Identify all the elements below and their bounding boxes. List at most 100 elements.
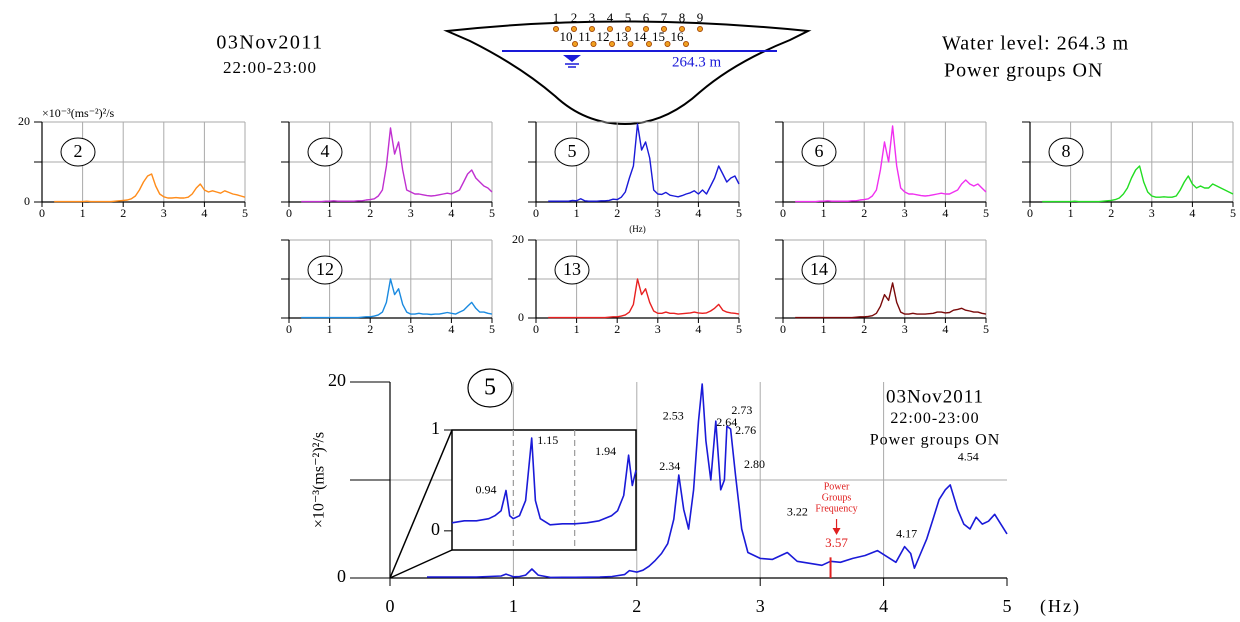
peak-label: 2.76 bbox=[735, 423, 756, 437]
panel-label: 4 bbox=[321, 141, 330, 161]
spectrum-line bbox=[1042, 165, 1234, 203]
sensor-dot bbox=[625, 25, 632, 32]
panel-label-circle bbox=[307, 255, 343, 285]
zoom-line bbox=[389, 549, 453, 579]
x-tick-label: 2 bbox=[367, 206, 373, 220]
zoom-line bbox=[389, 429, 453, 579]
spectrum-line bbox=[427, 383, 1008, 579]
peak-label: 2.64 bbox=[716, 415, 737, 429]
sensor-dot bbox=[607, 25, 614, 32]
marker-text: Frequency bbox=[815, 503, 857, 514]
chart-info: Power groups ON bbox=[870, 432, 1001, 449]
inset-frame bbox=[451, 429, 637, 551]
spectrum-line bbox=[301, 127, 493, 203]
sensor-dot bbox=[571, 25, 578, 32]
x-tick-label: 1 bbox=[574, 206, 580, 220]
sensor-dot bbox=[643, 25, 650, 32]
chart-info: 22:00-23:00 bbox=[890, 410, 979, 427]
y-tick-label: 20 bbox=[18, 114, 30, 128]
x-tick-label: 5 bbox=[736, 322, 742, 336]
marker-text: Groups bbox=[822, 492, 852, 503]
peak-label: 1.94 bbox=[595, 444, 616, 458]
spectrum-line bbox=[54, 173, 246, 203]
x-tick-label: 4 bbox=[942, 322, 948, 336]
x-tick-label: 0 bbox=[286, 322, 292, 336]
x-tick-label: 0 bbox=[780, 206, 786, 220]
spectrum-line bbox=[795, 282, 987, 319]
sensor-label: 16 bbox=[671, 29, 685, 44]
x-tick-label: 4 bbox=[879, 596, 888, 616]
header-time: 22:00-23:00 bbox=[223, 58, 317, 77]
peak-label: 2.73 bbox=[731, 403, 752, 417]
sensor-label: 15 bbox=[652, 29, 665, 44]
x-tick-label: 1 bbox=[821, 206, 827, 220]
x-tick-label: 3 bbox=[655, 206, 661, 220]
sensor-dot bbox=[627, 41, 634, 48]
x-tick-label: 5 bbox=[1003, 596, 1012, 616]
dam-diagram: 264.3 m bbox=[443, 20, 812, 126]
panel-label-circle bbox=[467, 368, 513, 408]
x-tick-label: 3 bbox=[1149, 206, 1155, 220]
peak-label: 4.17 bbox=[896, 526, 917, 540]
x-tick-label: 0 bbox=[533, 206, 539, 220]
x-tick-label: 2 bbox=[861, 206, 867, 220]
x-tick-label: 1 bbox=[327, 322, 333, 336]
panel-label-circle bbox=[60, 137, 96, 167]
peak-label: 3.22 bbox=[787, 504, 808, 518]
panel-label: 12 bbox=[316, 259, 334, 279]
x-axis-label: (Hz) bbox=[629, 224, 646, 234]
x-tick-label: 5 bbox=[736, 206, 742, 220]
x-tick-label: 0 bbox=[286, 206, 292, 220]
sensor-label: 8 bbox=[679, 10, 686, 25]
x-tick-label: 2 bbox=[632, 596, 641, 616]
x-tick-label: 1 bbox=[509, 596, 518, 616]
marker-arrowhead bbox=[832, 528, 841, 535]
sensor-label: 6 bbox=[643, 10, 650, 25]
panel-label: 2 bbox=[74, 141, 83, 161]
sensor-dot bbox=[679, 25, 686, 32]
sensor-dot bbox=[697, 25, 704, 32]
spectrum-line bbox=[795, 125, 987, 203]
dam-outline bbox=[443, 20, 812, 126]
sensor-dot bbox=[609, 41, 616, 48]
x-tick-label: 4 bbox=[448, 322, 454, 336]
spectrum-line bbox=[548, 278, 740, 319]
water-symbol bbox=[563, 55, 581, 62]
x-tick-label: 3 bbox=[408, 206, 414, 220]
spectrum-line bbox=[548, 123, 740, 202]
sensor-label: 1 bbox=[553, 10, 560, 25]
sensor-label: 4 bbox=[607, 10, 614, 25]
sensor-label: 7 bbox=[661, 10, 668, 25]
peak-label: 2.80 bbox=[744, 457, 765, 471]
y-tick-label: 0 bbox=[431, 519, 440, 539]
y-tick-label: 0 bbox=[24, 194, 30, 208]
sensor-label: 5 bbox=[625, 10, 632, 25]
sensor-label: 9 bbox=[697, 10, 704, 25]
header-date: 03Nov2011 bbox=[216, 32, 323, 54]
x-tick-label: 1 bbox=[821, 322, 827, 336]
peak-label: 0.94 bbox=[475, 482, 496, 496]
panel-label-circle bbox=[801, 255, 837, 285]
header-status: Power groups ON bbox=[944, 60, 1103, 82]
sensor-label: 3 bbox=[589, 10, 596, 25]
x-tick-label: 0 bbox=[1027, 206, 1033, 220]
panel-label-circle bbox=[1048, 137, 1084, 167]
marker-label: 3.57 bbox=[825, 535, 848, 550]
y-tick-label: 1 bbox=[431, 418, 440, 438]
marker-text: Power bbox=[824, 481, 850, 492]
x-tick-label: 3 bbox=[902, 322, 908, 336]
x-tick-label: 5 bbox=[242, 206, 248, 220]
sensor-dot bbox=[646, 41, 653, 48]
x-tick-label: 3 bbox=[161, 206, 167, 220]
x-tick-label: 2 bbox=[614, 322, 620, 336]
x-tick-label: 4 bbox=[695, 206, 701, 220]
x-tick-label: 0 bbox=[780, 322, 786, 336]
sensor-dot bbox=[572, 41, 579, 48]
panel-label: 8 bbox=[1062, 141, 1071, 161]
x-tick-label: 1 bbox=[80, 206, 86, 220]
water-level-label: 264.3 m bbox=[672, 54, 722, 70]
x-tick-label: 5 bbox=[489, 322, 495, 336]
panel-label-circle bbox=[307, 137, 343, 167]
sensor-label: 14 bbox=[634, 29, 648, 44]
spectrum-line bbox=[301, 278, 493, 319]
